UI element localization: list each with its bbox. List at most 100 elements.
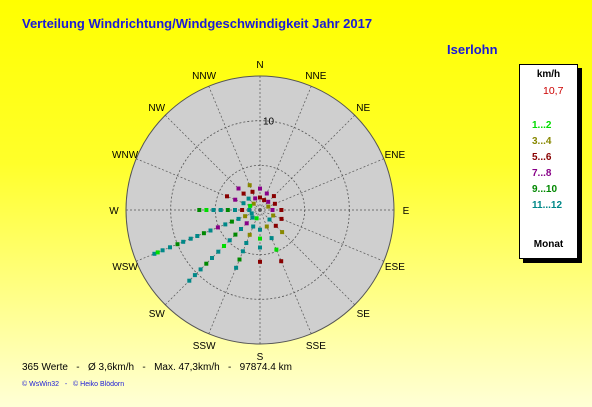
data-point-67	[250, 189, 255, 194]
direction-label-nnw: NNW	[192, 71, 216, 82]
data-point-30	[240, 249, 245, 254]
data-point-20	[210, 256, 214, 260]
direction-label-sw: SW	[149, 309, 166, 320]
data-point-55	[271, 213, 276, 218]
data-point-29	[237, 257, 242, 262]
data-point-23	[227, 238, 232, 243]
data-point-74	[233, 197, 238, 202]
direction-label-ese: ESE	[385, 262, 405, 273]
direction-label-s: S	[257, 352, 264, 363]
direction-label-wsw: WSW	[112, 262, 138, 273]
data-point-47	[279, 259, 284, 264]
data-point-1	[155, 250, 160, 255]
data-point-76	[248, 203, 253, 208]
data-point-0	[152, 251, 157, 256]
data-point-50	[264, 224, 269, 229]
legend-item-3: 5...6	[532, 152, 552, 163]
direction-label-se: SE	[357, 309, 371, 320]
legend-mode: Monat	[533, 239, 564, 250]
data-point-15	[249, 211, 254, 216]
data-point-42	[247, 208, 252, 212]
direction-label-nne: NNE	[305, 71, 326, 82]
data-point-34	[254, 216, 259, 221]
data-point-54	[279, 216, 284, 221]
data-point-61	[266, 199, 271, 204]
data-point-60	[271, 194, 276, 199]
data-point-26	[244, 221, 249, 226]
data-point-62	[264, 191, 269, 196]
data-point-64	[258, 186, 262, 191]
data-point-65	[258, 195, 262, 200]
data-point-6	[188, 236, 193, 241]
summary-stats: 365 Werte - Ø 3,6km/h - Max. 47,3km/h - …	[22, 362, 292, 373]
direction-label-nw: NW	[148, 103, 165, 114]
data-point-32	[247, 232, 252, 237]
data-point-10	[215, 225, 220, 230]
data-point-48	[274, 247, 279, 252]
data-point-73	[225, 194, 229, 199]
credits: © WsWin32 - © Heiko Blödorn	[22, 381, 125, 388]
data-point-12	[229, 219, 234, 224]
data-point-72	[251, 201, 256, 206]
data-point-4	[175, 242, 180, 247]
data-point-33	[251, 224, 256, 229]
data-point-24	[233, 232, 238, 237]
direction-label-ne: NE	[356, 103, 370, 114]
data-point-52	[273, 223, 278, 228]
data-point-17	[192, 273, 197, 278]
data-point-75	[241, 201, 246, 206]
data-point-49	[269, 236, 274, 241]
data-point-27	[250, 215, 255, 220]
data-point-53	[267, 217, 272, 222]
data-point-21	[216, 249, 221, 254]
data-point-16	[187, 278, 192, 283]
legend-item-6: 11...12	[532, 200, 563, 211]
data-point-44	[258, 245, 262, 250]
data-point-5	[181, 239, 186, 244]
data-point-68	[253, 196, 258, 201]
legend-item-4: 7...8	[532, 168, 552, 179]
direction-label-n: N	[256, 60, 263, 71]
data-point-69	[236, 186, 241, 191]
legend-max-value: 10,7	[543, 85, 564, 97]
direction-label-sse: SSE	[306, 341, 326, 352]
data-point-59	[266, 204, 271, 209]
data-point-46	[258, 227, 262, 232]
data-point-31	[244, 241, 249, 245]
data-point-37	[211, 208, 216, 212]
data-point-40	[233, 208, 237, 212]
data-point-66	[247, 183, 252, 188]
direction-label-wnw: WNW	[112, 150, 139, 161]
data-point-35	[197, 208, 202, 212]
data-point-43	[258, 259, 262, 264]
data-point-18	[198, 267, 203, 272]
data-point-28	[234, 265, 239, 270]
data-point-51	[280, 230, 285, 235]
data-point-36	[204, 208, 209, 212]
data-point-22	[222, 244, 226, 248]
data-point-45	[258, 236, 262, 241]
data-point-19	[204, 261, 209, 266]
data-point-14	[243, 214, 248, 219]
data-point-56	[279, 208, 284, 212]
direction-label-ene: ENE	[385, 150, 406, 161]
data-point-71	[246, 196, 251, 201]
data-point-70	[241, 191, 246, 196]
data-point-58	[272, 201, 277, 206]
data-point-39	[225, 208, 230, 212]
data-point-57	[270, 208, 275, 212]
data-point-9	[208, 228, 213, 233]
data-point-13	[236, 216, 241, 221]
legend-unit: km/h	[536, 69, 561, 80]
direction-label-e: E	[403, 206, 410, 217]
data-point-25	[239, 227, 243, 231]
data-point-2	[160, 248, 165, 253]
legend-item-1: 1...2	[532, 120, 552, 131]
data-point-63	[262, 198, 267, 203]
chart-title: Verteilung Windrichtung/Windgeschwindigk…	[22, 16, 373, 31]
legend-box: km/h 10,7 1...2 3...4 5...6 7...8 9...10…	[519, 64, 578, 259]
legend-item-5: 9...10	[532, 184, 558, 195]
data-point-7	[195, 234, 200, 238]
direction-label-w: W	[109, 206, 119, 217]
